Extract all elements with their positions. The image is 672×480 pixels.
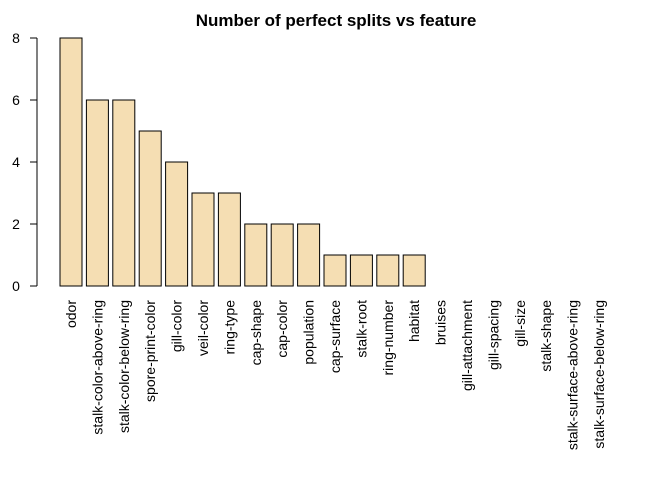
x-tick-label: gill-attachment bbox=[459, 300, 475, 391]
y-axis: 0 2 4 6 8 bbox=[12, 30, 38, 294]
x-tick-label: odor bbox=[63, 300, 79, 328]
bar-ring-number bbox=[376, 254, 400, 287]
bar-cap-surface bbox=[323, 254, 347, 287]
bar-stalk-color-above-ring bbox=[85, 99, 109, 287]
y-tick-label: 2 bbox=[12, 216, 20, 232]
x-tick-label: stalk-surface-above-ring bbox=[565, 300, 581, 450]
bar-odor bbox=[59, 37, 83, 287]
bar-stalk-color-below-ring bbox=[112, 99, 136, 287]
x-tick-label: ring-type bbox=[221, 300, 237, 355]
x-tick-label: population bbox=[301, 300, 317, 365]
x-tick-label: gill-size bbox=[512, 300, 528, 347]
bar-population bbox=[297, 223, 321, 287]
bar-habitat bbox=[402, 254, 426, 287]
x-tick-label: stalk-color-above-ring bbox=[89, 300, 105, 435]
x-tick-label: veil-color bbox=[195, 300, 211, 356]
bar-ring-type bbox=[217, 192, 241, 287]
chart-title: Number of perfect splits vs feature bbox=[196, 11, 477, 30]
x-tick-label: cap-shape bbox=[248, 300, 264, 366]
bar-stalk-root bbox=[349, 254, 373, 287]
x-tick-label: stalk-root bbox=[353, 300, 369, 358]
bar-veil-color bbox=[191, 192, 215, 287]
x-axis-labels: odor stalk-color-above-ring stalk-color-be… bbox=[63, 300, 607, 451]
x-tick-label: bruises bbox=[433, 300, 449, 345]
x-tick-label: ring-number bbox=[380, 300, 396, 376]
bar-cap-shape bbox=[244, 223, 268, 287]
x-tick-label: habitat bbox=[406, 300, 422, 342]
x-tick-label: gill-color bbox=[169, 300, 185, 352]
y-tick-label: 4 bbox=[12, 154, 20, 170]
x-tick-label: stalk-shape bbox=[538, 300, 554, 372]
x-tick-label: cap-surface bbox=[327, 300, 343, 373]
x-tick-label: spore-print-color bbox=[142, 300, 158, 402]
y-tick-label: 6 bbox=[12, 92, 20, 108]
bar-spore-print-color bbox=[138, 130, 162, 287]
y-tick-label: 8 bbox=[12, 30, 20, 46]
x-tick-label: cap-color bbox=[274, 300, 290, 358]
x-tick-label: gill-spacing bbox=[485, 300, 501, 370]
y-tick-label: 0 bbox=[12, 278, 20, 294]
x-tick-label: stalk-surface-below-ring bbox=[591, 300, 607, 449]
x-tick-label: stalk-color-below-ring bbox=[116, 300, 132, 433]
bars bbox=[59, 37, 426, 287]
bar-gill-color bbox=[165, 161, 189, 287]
bar-cap-color bbox=[270, 223, 294, 287]
